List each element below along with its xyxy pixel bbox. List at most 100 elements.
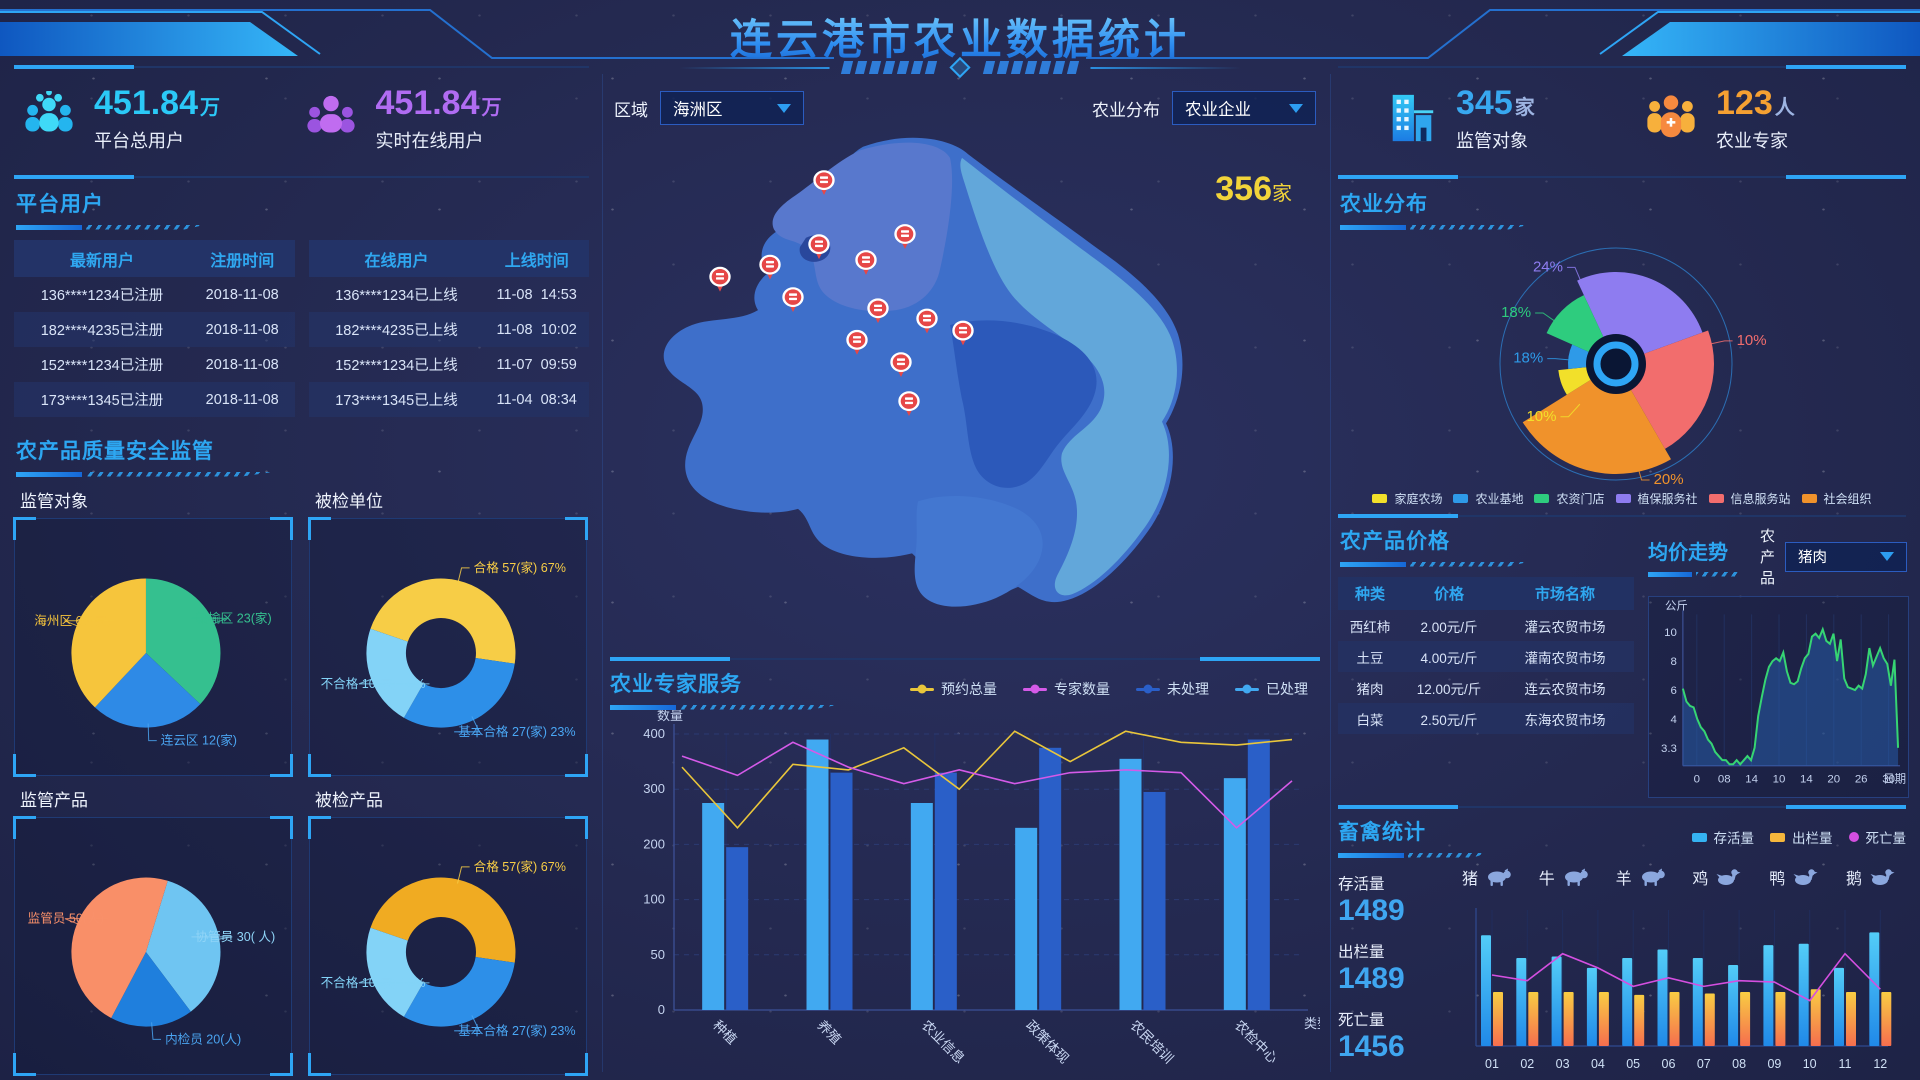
title-underline-decoration — [16, 224, 206, 230]
svg-text:8: 8 — [1671, 656, 1677, 668]
legend-marker-icon — [1615, 494, 1631, 503]
card-supervision-products: 监管产品 协管员 30( 人) 内检员 20(人) 监管员 50(人) — [13, 784, 293, 1076]
legend-item-农业基地[interactable]: 农业基地 — [1453, 490, 1523, 507]
stat-label: 出栏量 — [1338, 944, 1385, 961]
map-pin[interactable] — [916, 308, 938, 334]
table-cell: 东海农贸市场 — [1524, 712, 1606, 728]
supervision-products-chart: 协管员 30( 人) 内检员 20(人) 监管员 50(人) — [15, 818, 291, 1074]
region-select-value: 海洲区 — [673, 101, 723, 119]
animal-tab-chicken[interactable]: 鸡 — [1692, 865, 1742, 889]
stat-unit: 万 — [481, 96, 502, 119]
panel-top-divider — [1338, 65, 1906, 69]
chevron-down-icon — [777, 103, 791, 113]
animal-tab-sheep[interactable]: 羊 — [1616, 865, 1666, 889]
divider-cap — [1200, 657, 1320, 661]
chart-subtitle: 被检产品 — [315, 791, 383, 810]
legend-marker-icon — [1534, 494, 1550, 503]
animal-tab-duck[interactable]: 鸭 — [1769, 865, 1819, 889]
region-select[interactable]: 海洲区 — [660, 91, 804, 125]
svg-text:0: 0 — [1694, 774, 1700, 786]
chevron-down-icon — [1880, 552, 1895, 561]
table-cell: 灌云农贸市场 — [1524, 619, 1606, 635]
legend-item-植保服务社[interactable]: 植保服务社 — [1615, 490, 1698, 507]
map-pin[interactable] — [898, 391, 920, 416]
table-cell: 猪肉 — [1356, 681, 1384, 697]
table-row: 土豆 4.00元/斤 灌南农贸市场 — [1338, 641, 1634, 672]
table-row: 173****1345已上线 11-04 08:34 — [308, 382, 589, 417]
animal-label: 鸡 — [1692, 871, 1709, 888]
legend-label: 家庭农场 — [1394, 492, 1443, 506]
svg-text:08: 08 — [1718, 774, 1731, 786]
column-header: 价格 — [1402, 577, 1496, 610]
legend-item-死亡量[interactable]: 死亡量 — [1848, 827, 1907, 847]
map-pin[interactable] — [855, 250, 877, 275]
legend-item-信息服务站[interactable]: 信息服务站 — [1708, 490, 1791, 507]
section-platform-users: 平台用户 — [16, 188, 589, 230]
table-cell: 连云农贸市场 — [1524, 681, 1606, 697]
legend-item-出栏量[interactable]: 出栏量 — [1770, 827, 1833, 847]
svg-text:26: 26 — [1855, 774, 1868, 786]
map-pin[interactable] — [894, 224, 916, 249]
chicken-icon — [1716, 869, 1741, 885]
chevron-down-icon — [1289, 103, 1303, 113]
divider-cap — [1786, 65, 1906, 69]
legend-item-预约总量[interactable]: 预约总量 — [910, 679, 997, 699]
svg-text:14: 14 — [1745, 774, 1758, 786]
map-pin[interactable] — [846, 329, 868, 355]
legend-marker-icon — [1708, 494, 1724, 503]
table-row: 152****1234已上线 11-07 09:59 — [309, 347, 590, 382]
map-pin[interactable] — [813, 170, 835, 195]
users-icon — [25, 91, 73, 132]
stat-value: 345 — [1456, 83, 1513, 122]
map-pin[interactable] — [808, 234, 830, 260]
right-panel: 345 家 监管对象 123 人 农业专家 农业分布 — [1338, 65, 1910, 1074]
region-label: 区域 — [614, 100, 648, 120]
legend-label: 死亡量 — [1865, 831, 1907, 846]
table-cell: 11-08 14:53 — [496, 286, 577, 303]
animal-tab-cow[interactable]: 牛 — [1539, 865, 1589, 889]
map-count-badge: 356家 — [1215, 170, 1292, 209]
agri_distribution-svg: 24% 10% 20% 10% 18% 18% — [1499, 247, 1767, 488]
legend-item-社会组织[interactable]: 社会组织 — [1801, 490, 1872, 507]
map-pin[interactable] — [759, 254, 781, 280]
section-title: 农业分布 — [1340, 193, 1428, 216]
legend-item-家庭农场[interactable]: 家庭农场 — [1372, 490, 1442, 507]
svg-text:4: 4 — [1671, 714, 1678, 726]
table-cell: 4.00元/斤 — [1420, 650, 1478, 666]
map-pin[interactable] — [952, 320, 974, 346]
legend-item-已处理[interactable]: 已处理 — [1235, 679, 1308, 699]
animal-label: 鹅 — [1845, 871, 1862, 888]
section-divider — [14, 175, 589, 179]
stat-unit: 人 — [1774, 96, 1795, 119]
svg-text:04: 04 — [1591, 1057, 1605, 1071]
map-region-south — [914, 496, 1043, 607]
animal-label: 鸭 — [1769, 871, 1786, 888]
animal-tab-goose[interactable]: 鹅 — [1846, 865, 1896, 889]
map-pin[interactable] — [890, 352, 912, 377]
legend-item-农资门店[interactable]: 农资门店 — [1534, 490, 1605, 507]
product-select[interactable]: 猪肉 — [1785, 541, 1908, 572]
svg-text:24%: 24% — [1533, 258, 1563, 275]
legend-item-专家数量[interactable]: 专家数量 — [1023, 679, 1110, 699]
map-pin[interactable] — [782, 287, 804, 312]
legend-label: 农资门店 — [1556, 492, 1605, 506]
table-cell: 182****4235已注册 — [40, 323, 164, 339]
distribution-select[interactable]: 农业企业 — [1172, 91, 1316, 125]
map-pin[interactable] — [709, 266, 731, 292]
section-title: 农产品价格 — [1340, 530, 1450, 553]
svg-text:赣榆区 23(家): 赣榆区 23(家) — [196, 610, 272, 625]
stat-online-users: 451.84 万 实时在线用户 — [302, 84, 584, 153]
stat-unit: 家 — [1514, 96, 1535, 119]
stat-label: 农业专家 — [1716, 130, 1788, 151]
legend-item-未处理[interactable]: 未处理 — [1136, 679, 1209, 699]
table-cell: 2018-11-08 — [205, 356, 279, 373]
title-underline-decoration — [610, 704, 840, 710]
map-svg[interactable] — [610, 130, 1320, 650]
svg-text:02: 02 — [1520, 1057, 1534, 1071]
svg-text:01: 01 — [1485, 1057, 1499, 1071]
map-count-value: 356 — [1215, 170, 1272, 208]
animal-tab-pig[interactable]: 猪 — [1462, 865, 1512, 889]
livestock-stat-death: 死亡量 1456 — [1338, 1008, 1458, 1063]
legend-item-存活量[interactable]: 存活量 — [1691, 827, 1754, 847]
map-pin[interactable] — [867, 298, 889, 324]
